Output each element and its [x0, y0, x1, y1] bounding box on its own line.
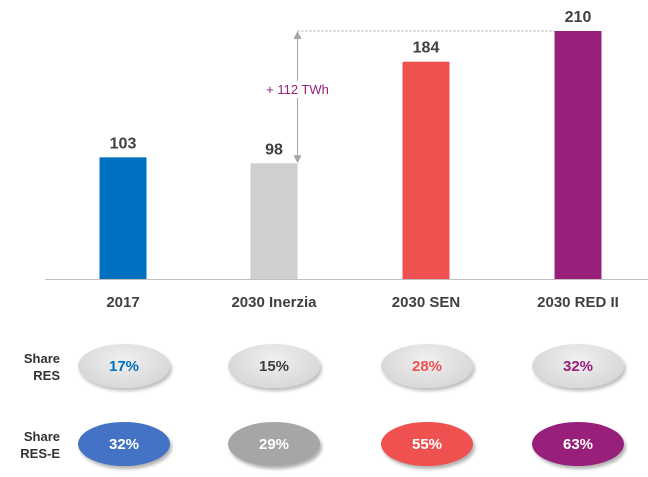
bar-2030-inerzia — [250, 163, 298, 279]
share-res-pill-red2: 32% — [532, 344, 624, 388]
category-label-2017: 2017 — [106, 294, 139, 311]
annotation-label-background — [264, 81, 331, 99]
share-res-e-label: Share RES-E — [0, 428, 60, 462]
share-res-e-label-line2: RES-E — [20, 446, 60, 461]
share-res-label-line1: Share — [23, 351, 60, 366]
annotation-label: + 112 TWh — [266, 82, 329, 97]
share-res-e-pill-sen: 55% — [381, 422, 473, 466]
value-label-2030-sen: 184 — [413, 40, 440, 57]
category-label-2030-sen: 2030 SEN — [392, 294, 460, 311]
category-label-2030-inerzia: 2030 Inerzia — [231, 294, 317, 311]
share-res-pill-2017: 17% — [78, 344, 170, 388]
share-res-pill-sen: 28% — [381, 344, 473, 388]
value-label-2017: 103 — [110, 135, 137, 152]
share-res-e-pill-red2: 63% — [532, 422, 624, 466]
bar-2030-red-ii — [554, 31, 602, 279]
annotation-arrow-up-icon — [293, 31, 302, 39]
share-res-e-row: 32% 29% 55% 63% — [0, 422, 648, 472]
bar-chart: 103 2017 98 2030 Inerzia 184 2030 SEN 210 2030 … — [45, 9, 648, 311]
share-res-label: Share RES — [0, 350, 60, 384]
category-label-2030-red-ii: 2030 RED II — [537, 294, 619, 311]
value-label-2030-inerzia: 98 — [265, 141, 283, 158]
value-label-2030-red-ii: 210 — [565, 9, 592, 26]
share-res-e-pill-inerzia: 29% — [228, 422, 320, 466]
share-res-label-line2: RES — [33, 368, 60, 383]
share-res-e-pill-2017: 32% — [78, 422, 170, 466]
share-res-row: 17% 15% 28% 32% — [0, 344, 648, 394]
share-res-e-label-line1: Share — [23, 429, 60, 444]
bar-2030-sen — [402, 61, 450, 280]
share-res-pill-inerzia: 15% — [228, 344, 320, 388]
bar-2017 — [99, 157, 147, 279]
annotation-arrow-down-icon — [293, 155, 302, 164]
